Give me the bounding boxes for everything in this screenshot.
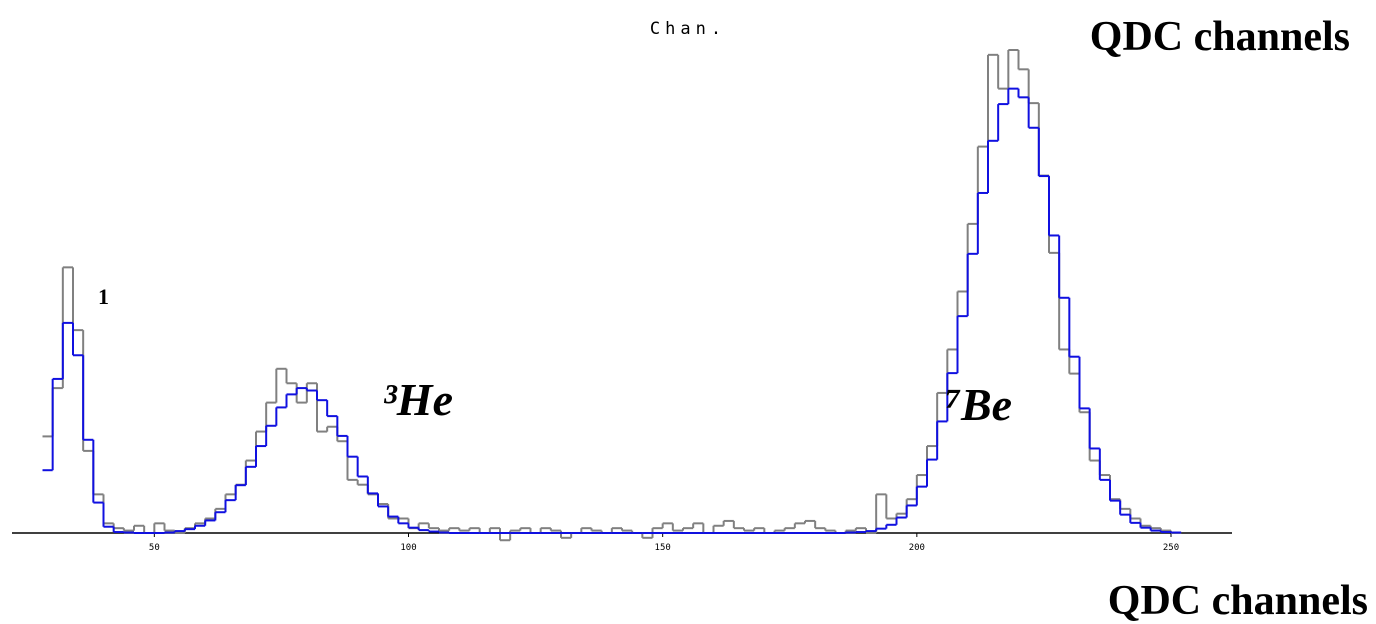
peak-label: ⁷Be [945, 379, 1012, 430]
x-axis-title: QDC channels [1108, 578, 1368, 624]
chart-title: Chan. [650, 19, 726, 39]
x-tick-label: 150 [655, 543, 671, 553]
step-riser [51, 88, 1172, 533]
step-riser [51, 50, 1172, 541]
x-axis-title-top: QDC channels [1090, 14, 1350, 60]
x-tick-label: 200 [909, 543, 925, 553]
x-tick-label: 50 [149, 543, 160, 553]
peak-label: 1 [98, 284, 109, 309]
peak-label: ³He [383, 374, 453, 425]
x-tick-label: 100 [400, 543, 416, 553]
x-tick-label: 250 [1163, 543, 1179, 553]
